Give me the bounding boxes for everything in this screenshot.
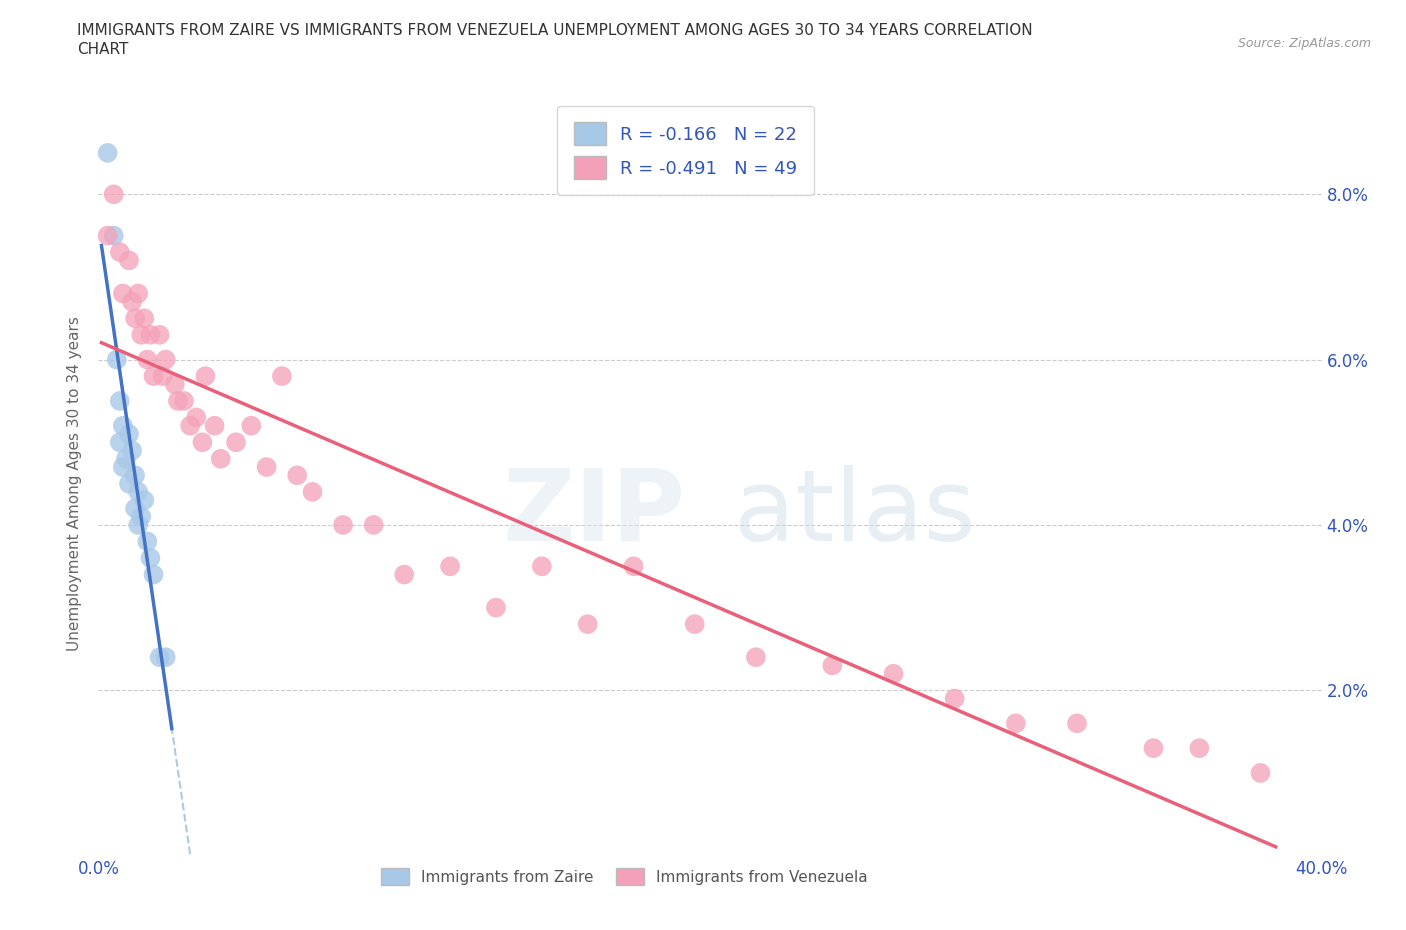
Point	[204, 418, 226, 433]
Point	[270, 368, 292, 383]
Point	[139, 327, 162, 342]
Text: atlas: atlas	[734, 465, 976, 562]
Point	[1142, 740, 1164, 755]
Point	[105, 352, 128, 367]
Point	[439, 559, 461, 574]
Point	[179, 418, 201, 433]
Point	[332, 517, 354, 532]
Point	[194, 368, 217, 383]
Point	[136, 352, 159, 367]
Point	[127, 517, 149, 532]
Point	[127, 485, 149, 499]
Legend: Immigrants from Zaire, Immigrants from Venezuela: Immigrants from Zaire, Immigrants from V…	[374, 860, 876, 893]
Point	[108, 245, 131, 259]
Text: ZIP: ZIP	[503, 465, 686, 562]
Point	[103, 228, 125, 243]
Point	[139, 551, 162, 565]
Point	[129, 327, 152, 342]
Point	[136, 534, 159, 549]
Point	[285, 468, 308, 483]
Point	[115, 451, 138, 466]
Point	[124, 468, 146, 483]
Point	[1249, 765, 1271, 780]
Point	[152, 368, 174, 383]
Point	[121, 294, 143, 309]
Point	[149, 327, 172, 342]
Point	[129, 510, 152, 525]
Point	[118, 427, 141, 442]
Point	[155, 352, 177, 367]
Point	[103, 187, 125, 202]
Point	[134, 311, 156, 325]
Point	[1066, 716, 1088, 731]
Point	[240, 418, 263, 433]
Point	[167, 393, 190, 408]
Y-axis label: Unemployment Among Ages 30 to 34 years: Unemployment Among Ages 30 to 34 years	[67, 316, 83, 651]
Point	[225, 435, 247, 450]
Point	[392, 567, 416, 582]
Point	[108, 435, 131, 450]
Point	[111, 459, 134, 474]
Point	[1004, 716, 1026, 731]
Point	[97, 228, 120, 243]
Point	[623, 559, 645, 574]
Text: CHART: CHART	[77, 42, 129, 57]
Point	[118, 253, 141, 268]
Point	[134, 493, 156, 508]
Point	[683, 617, 706, 631]
Point	[363, 517, 385, 532]
Point	[301, 485, 323, 499]
Text: Source: ZipAtlas.com: Source: ZipAtlas.com	[1237, 37, 1371, 50]
Point	[186, 410, 208, 425]
Point	[118, 476, 141, 491]
Point	[142, 567, 165, 582]
Point	[256, 459, 278, 474]
Point	[111, 286, 134, 301]
Point	[943, 691, 966, 706]
Point	[97, 145, 120, 160]
Point	[173, 393, 195, 408]
Point	[127, 286, 149, 301]
Point	[530, 559, 553, 574]
Point	[142, 368, 165, 383]
Point	[111, 418, 134, 433]
Point	[163, 377, 186, 392]
Text: IMMIGRANTS FROM ZAIRE VS IMMIGRANTS FROM VENEZUELA UNEMPLOYMENT AMONG AGES 30 TO: IMMIGRANTS FROM ZAIRE VS IMMIGRANTS FROM…	[77, 23, 1033, 38]
Point	[108, 393, 131, 408]
Point	[576, 617, 599, 631]
Point	[121, 443, 143, 458]
Point	[1188, 740, 1211, 755]
Point	[883, 666, 905, 681]
Point	[191, 435, 214, 450]
Point	[124, 311, 146, 325]
Point	[124, 501, 146, 516]
Point	[209, 451, 232, 466]
Point	[149, 650, 172, 665]
Point	[821, 658, 844, 673]
Point	[745, 650, 768, 665]
Point	[485, 600, 508, 615]
Point	[155, 650, 177, 665]
